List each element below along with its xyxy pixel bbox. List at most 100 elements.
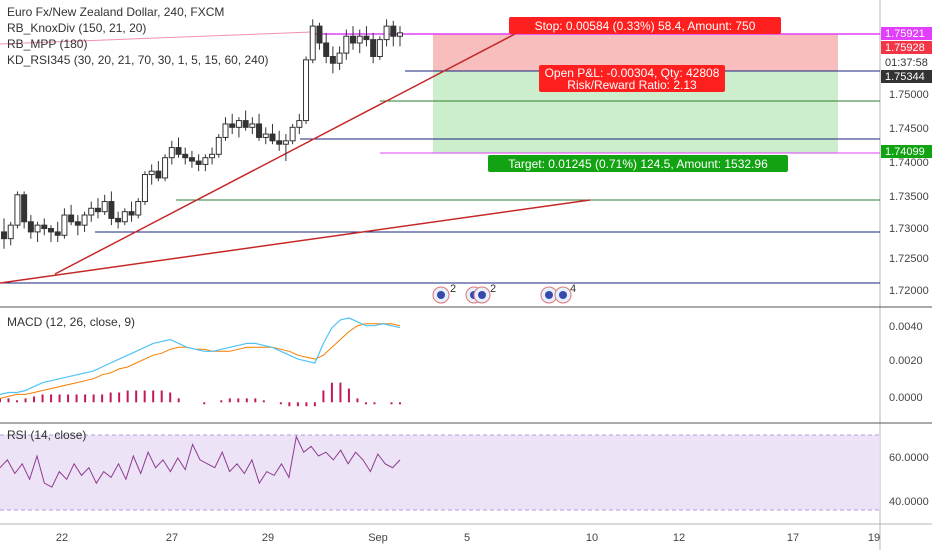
event-count-1: 2: [450, 283, 456, 295]
candle-body: [94, 207, 101, 213]
candle-body: [74, 221, 81, 226]
indicator-mpp[interactable]: RB_MPP (180): [7, 37, 88, 51]
candle-body: [323, 42, 330, 57]
time-tick: 19: [868, 532, 880, 544]
price-tag-magenta-top: 1.75921: [881, 27, 932, 40]
candle-body: [242, 120, 249, 128]
macd-axis[interactable]: 0.0040 0.0020 0.0000: [889, 321, 923, 404]
candle-body: [356, 35, 363, 44]
candle-body: [235, 120, 242, 128]
candle-body: [350, 35, 357, 44]
knoxdiv-line[interactable]: [0, 31, 313, 45]
trendline-shallow[interactable]: [0, 199, 591, 284]
candle-body: [316, 25, 323, 44]
candle-body: [256, 123, 263, 138]
price-tag-target: 1.74099: [881, 145, 932, 158]
rsi-layer: [0, 434, 401, 488]
time-axis[interactable]: 22 27 29 Sep 5 10 12 17 19: [56, 532, 880, 544]
candle-body: [148, 170, 155, 176]
candle-body: [135, 201, 142, 216]
candle-body: [249, 123, 256, 128]
candle-body: [47, 228, 54, 233]
candle-body: [7, 224, 14, 240]
candle-body: [41, 224, 48, 230]
rsi-band: [0, 435, 880, 510]
candle-body: [1, 231, 7, 240]
price-tag-timer: 01:37:58: [881, 56, 932, 69]
time-tick: 12: [673, 532, 685, 544]
rsi-axis[interactable]: 60.0000 40.0000: [889, 452, 929, 508]
candle-body: [68, 214, 75, 223]
symbol-title[interactable]: Euro Fx/New Zealand Dollar, 240, FXCM: [7, 5, 225, 19]
event-icon-3[interactable]: 4: [540, 283, 576, 304]
candle-body: [182, 153, 189, 159]
indicator-knoxdiv[interactable]: RB_KnoxDiv (150, 21, 20): [7, 21, 147, 35]
svg-text:Stop: 0.00584 (0.33%) 58.4, Am: Stop: 0.00584 (0.33%) 58.4, Amount: 750: [535, 19, 756, 33]
indicator-rsi345[interactable]: KD_RSI345 (30, 20, 21, 70, 30, 1, 5, 15,…: [7, 53, 269, 67]
candle-body: [215, 136, 222, 155]
svg-text:1.75921: 1.75921: [885, 28, 925, 40]
candle-body: [155, 170, 162, 179]
price-tick: 1.72000: [889, 285, 929, 297]
candle-body: [27, 221, 34, 233]
stop-label[interactable]: Stop: 0.00584 (0.33%) 58.4, Amount: 750: [509, 17, 781, 34]
candle-body: [329, 55, 336, 64]
candle-body: [262, 133, 269, 138]
candle-body: [21, 194, 28, 223]
price-tick: 1.73000: [889, 223, 929, 235]
macd-signal-line: [0, 323, 401, 399]
candle-body: [175, 147, 182, 155]
candle-body: [188, 157, 195, 162]
candle-body: [370, 39, 377, 57]
macd-legend[interactable]: MACD (12, 26, close, 9): [7, 315, 136, 329]
candle-body: [276, 140, 283, 145]
candle-body: [121, 211, 128, 223]
rsi-tick: 40.0000: [889, 496, 929, 508]
candle-body: [222, 123, 229, 138]
candle-body: [168, 147, 175, 159]
candle-body: [383, 25, 390, 41]
rsi-tick: 60.0000: [889, 452, 929, 464]
candle-body: [296, 120, 303, 128]
candle-body: [363, 35, 370, 41]
candle-body: [195, 160, 202, 165]
event-count-3: 4: [570, 283, 576, 295]
candle-body: [14, 194, 21, 226]
candle-body: [34, 224, 41, 233]
candle-body: [343, 35, 350, 54]
svg-text:Risk/Reward Ratio: 2.13: Risk/Reward Ratio: 2.13: [567, 78, 697, 92]
time-tick: 5: [464, 532, 470, 544]
svg-text:1.75344: 1.75344: [885, 71, 925, 83]
svg-text:1.75928: 1.75928: [885, 42, 925, 54]
macd-line: [0, 317, 401, 395]
main-legend[interactable]: Euro Fx/New Zealand Dollar, 240, FXCM RB…: [7, 4, 269, 68]
candle-body: [128, 211, 135, 216]
target-label[interactable]: Target: 0.01245 (0.71%) 124.5, Amount: 1…: [488, 155, 788, 172]
candle-body: [54, 231, 61, 236]
candle-body: [88, 207, 95, 216]
time-tick: 22: [56, 532, 68, 544]
candle-body: [115, 217, 122, 223]
stop-zone[interactable]: [433, 34, 838, 71]
candle-body: [303, 59, 310, 122]
event-icon-2[interactable]: 2: [465, 283, 496, 304]
event-icon-1[interactable]: 2: [432, 283, 456, 304]
price-tick: 1.75000: [889, 89, 929, 101]
macd-layer: [0, 317, 401, 407]
price-tick: 1.74500: [889, 123, 929, 135]
candle-body: [376, 39, 383, 57]
candle-body: [202, 157, 209, 165]
trendline-steep[interactable]: [54, 33, 516, 275]
candle-body: [336, 52, 343, 64]
pnl-label[interactable]: Open P&L: -0.00304, Qty: 42808 Risk/Rewa…: [539, 65, 725, 92]
time-tick: Sep: [368, 532, 388, 544]
candle-body: [269, 133, 276, 142]
svg-text:Target: 0.01245 (0.71%) 124.5,: Target: 0.01245 (0.71%) 124.5, Amount: 1…: [508, 157, 768, 171]
price-tag-entry: 1.75344: [881, 70, 932, 83]
price-tick: 1.73500: [889, 191, 929, 203]
candle-body: [162, 157, 169, 179]
price-axis[interactable]: 1.75000 1.74500 1.74000 1.73500 1.73000 …: [889, 89, 929, 297]
rsi-legend[interactable]: RSI (14, close): [7, 428, 87, 442]
candle-body: [209, 153, 216, 159]
